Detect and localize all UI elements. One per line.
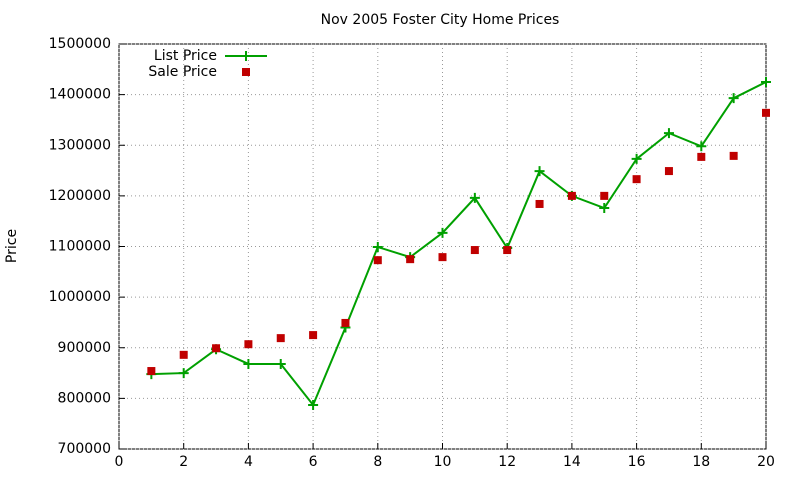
y-tick-label: 900000 [58,340,111,356]
marker [663,128,674,139]
marker [729,151,738,160]
marker [728,93,739,104]
marker [535,199,544,208]
marker [631,153,642,164]
marker [147,367,156,376]
marker [761,76,771,87]
chart-title: Nov 2005 Foster City Home Prices [321,12,560,28]
x-tick-label: 16 [628,454,646,470]
marker [341,318,350,327]
marker [373,256,382,265]
marker [372,242,383,253]
x-tick-label: 6 [309,454,318,470]
x-tick-label: 4 [244,454,253,470]
marker [762,108,770,117]
y-tick-label: 700000 [58,441,111,457]
marker [470,246,479,255]
marker [437,227,448,238]
marker [503,246,512,255]
y-tick-label: 800000 [58,390,111,406]
marker [212,344,221,353]
y-tick-label: 1300000 [49,137,111,153]
marker [308,399,319,410]
x-tick-label: 2 [179,454,188,470]
marker [600,191,609,200]
marker [534,166,545,177]
y-tick-label: 1400000 [49,87,111,103]
marker [696,141,707,152]
y-tick-label: 1200000 [49,188,111,204]
y-tick-label: 1000000 [49,289,111,305]
marker [243,358,254,369]
legend-label: Sale Price [148,64,217,80]
marker [275,358,286,369]
x-tick-label: 20 [757,454,775,470]
legend-label: List Price [154,48,217,64]
legend-marker [241,51,251,61]
y-axis-label: Price [4,229,20,263]
x-tick-label: 14 [563,454,581,470]
y-tick-label: 1500000 [49,36,111,52]
marker [309,331,318,340]
x-tick-label: 10 [434,454,452,470]
x-tick-label: 18 [692,454,710,470]
marker [438,253,447,262]
marker [469,192,480,203]
legend-marker [242,68,250,76]
x-tick-label: 12 [498,454,516,470]
marker [276,334,285,343]
marker [178,368,189,379]
marker [179,350,188,359]
marker [697,152,706,161]
x-tick-label: 8 [373,454,382,470]
x-tick-label: 0 [115,454,124,470]
marker [664,167,673,176]
marker [632,175,641,184]
series-line [151,81,767,407]
marker [599,203,610,214]
y-tick-label: 1100000 [49,239,111,255]
marker [406,255,415,264]
marker [567,191,576,200]
marker [244,340,253,349]
